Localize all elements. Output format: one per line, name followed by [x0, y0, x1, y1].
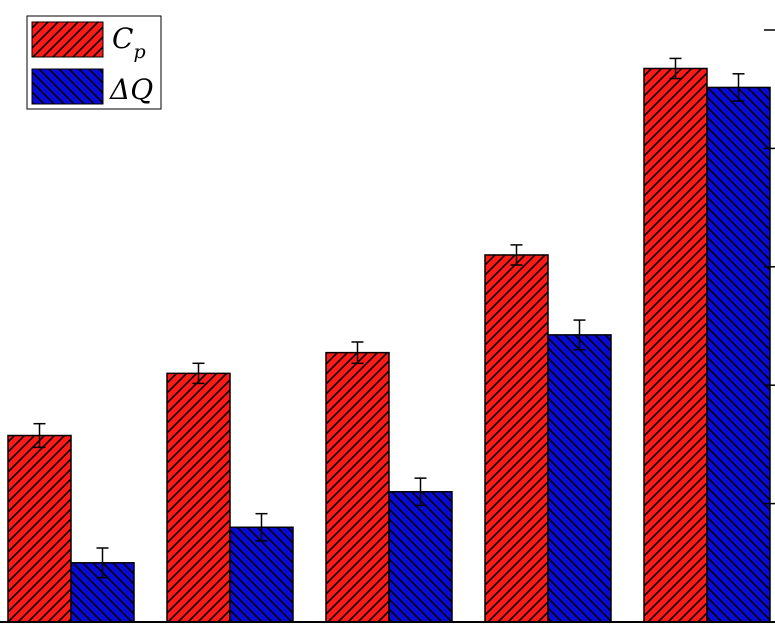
- bar-dq-4: [547, 334, 612, 623]
- legend-swatch-cp: [31, 21, 104, 58]
- error-bar-cp-1: [33, 422, 46, 449]
- legend-swatch-dq: [31, 68, 104, 105]
- error-bar-dq-4: [573, 319, 586, 351]
- bar-dq-3: [388, 491, 453, 623]
- bars-layer: [7, 67, 771, 623]
- error-bar-dq-2: [255, 512, 268, 542]
- bar-cp-5: [643, 67, 708, 623]
- error-bar-cp-3: [351, 341, 364, 365]
- error-bar-cp-5: [669, 57, 682, 80]
- bar-cp-3: [325, 351, 390, 623]
- error-bar-dq-5: [732, 73, 745, 102]
- bar-cp-2: [166, 372, 231, 623]
- error-bar-cp-2: [192, 362, 205, 385]
- bar-dq-2: [229, 526, 294, 623]
- error-bar-cp-4: [510, 244, 523, 266]
- error-bar-dq-1: [96, 547, 109, 579]
- error-bars-layer: [33, 57, 745, 579]
- bar-cp-4: [484, 254, 549, 623]
- legend-label-dq: ΔQ: [109, 73, 153, 106]
- axes-layer: [0, 29, 775, 623]
- error-bar-dq-3: [414, 477, 427, 507]
- legend: Cp ΔQ: [26, 15, 162, 110]
- legend-label-cp: Cp: [112, 22, 146, 63]
- bar-dq-5: [706, 86, 771, 623]
- bar-cp-1: [7, 434, 72, 623]
